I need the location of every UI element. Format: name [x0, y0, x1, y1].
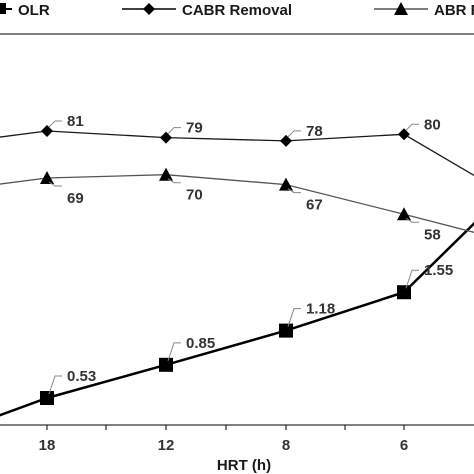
series-olr: 0.53 0.85 1.18 1.55 [0, 221, 474, 417]
data-point [279, 323, 293, 338]
series-line [0, 174, 474, 233]
data-label: 70 [186, 187, 203, 204]
data-label-leader [287, 130, 301, 138]
legend: OLR CABR Removal ABR Rem [0, 2, 474, 19]
series-cabr-removal: 81 79 78 80 [0, 113, 474, 177]
data-label: 69 [67, 190, 84, 207]
data-label: 80 [424, 116, 441, 133]
data-label: 79 [186, 120, 203, 137]
x-tick-label: 18 [39, 437, 56, 454]
data-point [40, 171, 54, 184]
data-point [159, 357, 173, 372]
data-point [398, 128, 410, 141]
legend-label-cabr: CABR Removal [182, 2, 292, 19]
data-label-leader [405, 217, 419, 223]
data-point [160, 131, 172, 144]
data-point [41, 125, 53, 137]
data-point [40, 391, 54, 405]
x-tick-label: 8 [282, 437, 290, 454]
data-label-leader [405, 123, 419, 131]
data-label-leader [405, 269, 419, 289]
x-tick-label: 12 [158, 437, 175, 454]
data-label-leader [167, 178, 181, 184]
data-label: 1.55 [424, 262, 453, 279]
data-label: 58 [424, 226, 441, 243]
series-line [0, 221, 474, 417]
data-label-leader [287, 308, 301, 327]
series-line [0, 130, 474, 177]
data-label: 78 [306, 123, 323, 140]
data-label-leader [287, 188, 301, 194]
data-label-leader [167, 127, 181, 134]
legend-label-abr: ABR Rem [434, 2, 474, 19]
data-label-leader [48, 120, 62, 128]
x-tick-label: 6 [400, 437, 408, 454]
data-label: 0.53 [67, 368, 96, 385]
x-ticks: 18 12 8 6 [39, 425, 408, 454]
data-label-leader [48, 181, 62, 187]
data-label-leader [48, 375, 62, 395]
legend-marker-abr [394, 2, 408, 15]
x-axis-label: HRT (h) [217, 457, 271, 474]
legend-marker-olr [0, 3, 6, 14]
data-point [397, 285, 411, 300]
data-label: 1.18 [306, 301, 335, 318]
legend-label-olr: OLR [18, 2, 50, 19]
data-point [280, 134, 292, 147]
data-label-leader [167, 342, 181, 361]
series-layer: 0.53 0.85 1.18 1.55 81 79 78 80 69 70 67 58 [0, 113, 474, 417]
data-label: 81 [67, 113, 84, 130]
data-label: 67 [306, 197, 323, 214]
data-label: 0.85 [186, 335, 215, 352]
data-point [279, 177, 293, 191]
legend-marker-cabr [143, 3, 155, 15]
series-abr-rem: 69 70 67 58 [0, 167, 474, 243]
data-point [397, 207, 411, 221]
data-point [159, 167, 173, 181]
